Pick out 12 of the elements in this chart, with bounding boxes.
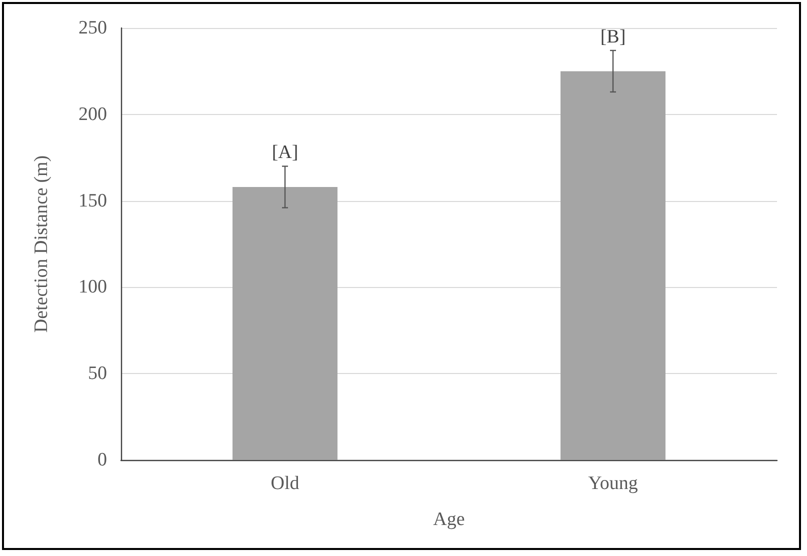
y-tick-label: 150 (78, 190, 107, 212)
y-tick-label: 200 (78, 104, 107, 125)
y-tick-label: 50 (88, 363, 107, 384)
y-tick-label: 100 (78, 276, 107, 298)
y-axis-title: Detection Distance (m) (31, 155, 52, 333)
x-tick-label: Old (270, 473, 300, 494)
annotation: [A] (272, 142, 298, 164)
x-tick-label: Young (588, 473, 638, 494)
y-tick-label: 0 (98, 450, 107, 470)
x-axis-title: Age (433, 509, 465, 530)
annotation: [B] (600, 26, 626, 48)
y-tick-label: 250 (78, 18, 107, 38)
